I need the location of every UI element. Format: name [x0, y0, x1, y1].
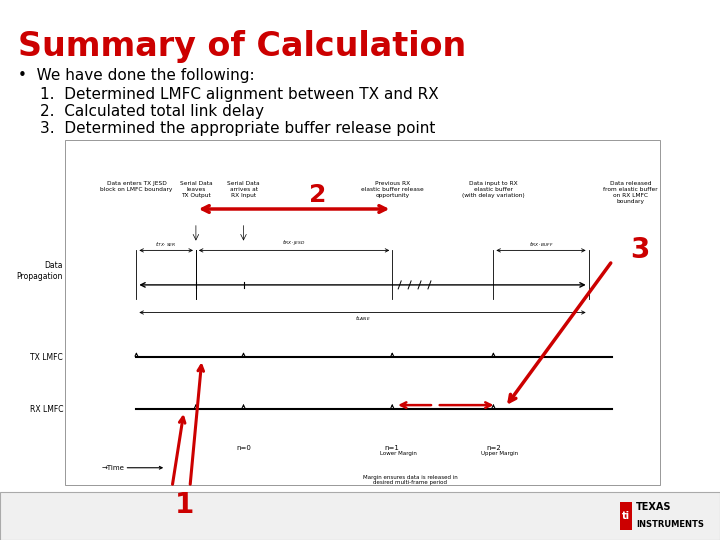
Text: n=2: n=2 [486, 446, 501, 451]
Text: TX LMFC: TX LMFC [30, 353, 63, 362]
Text: 3: 3 [630, 237, 649, 265]
Text: Upper Margin: Upper Margin [481, 451, 518, 456]
Text: ti: ti [622, 511, 630, 521]
Text: $t_{LANE}$: $t_{LANE}$ [354, 314, 371, 323]
Text: 2.  Calculated total link delay: 2. Calculated total link delay [40, 104, 264, 119]
Text: Data enters TX JESD
block on LMFC boundary: Data enters TX JESD block on LMFC bounda… [100, 181, 173, 192]
Text: Serial Data
leaves
TX Output: Serial Data leaves TX Output [179, 181, 212, 198]
Polygon shape [620, 502, 632, 530]
Text: INSTRUMENTS: INSTRUMENTS [636, 520, 704, 529]
Text: $t_{RX\cdot JESD}$: $t_{RX\cdot JESD}$ [282, 239, 306, 249]
Bar [0, 492, 720, 540]
Text: 1: 1 [174, 491, 194, 519]
Text: 1.  Determined LMFC alignment between TX and RX: 1. Determined LMFC alignment between TX … [40, 87, 438, 102]
Bar [65, 140, 660, 485]
Text: Data released
from elastic buffer
on RX LMFC
boundary: Data released from elastic buffer on RX … [603, 181, 657, 204]
Text: n=1: n=1 [384, 446, 400, 451]
Text: RX LMFC: RX LMFC [30, 404, 63, 414]
Text: Data input to RX
elastic buffer
(with delay variation): Data input to RX elastic buffer (with de… [462, 181, 525, 198]
Text: •  We have done the following:: • We have done the following: [18, 68, 255, 83]
Text: Data
Propagation: Data Propagation [17, 261, 63, 281]
Text: TEXAS: TEXAS [636, 502, 672, 512]
Text: Margin ensures data is released in
desired multi-frame period: Margin ensures data is released in desir… [363, 475, 457, 485]
Text: 2: 2 [309, 183, 327, 207]
Text: $t_{TX\cdot SER}$: $t_{TX\cdot SER}$ [156, 240, 177, 249]
Text: →Time: →Time [102, 465, 125, 471]
Text: Serial Data
arrives at
RX Input: Serial Data arrives at RX Input [228, 181, 260, 198]
Text: Summary of Calculation: Summary of Calculation [18, 30, 467, 63]
Text: 3.  Determined the appropriate buffer release point: 3. Determined the appropriate buffer rel… [40, 121, 436, 136]
Text: $t_{RX\cdot BUFF}$: $t_{RX\cdot BUFF}$ [528, 240, 554, 249]
Text: n=0: n=0 [236, 446, 251, 451]
Text: Lower Margin: Lower Margin [379, 451, 417, 456]
Text: Previous RX
elastic buffer release
opportunity: Previous RX elastic buffer release oppor… [361, 181, 423, 198]
